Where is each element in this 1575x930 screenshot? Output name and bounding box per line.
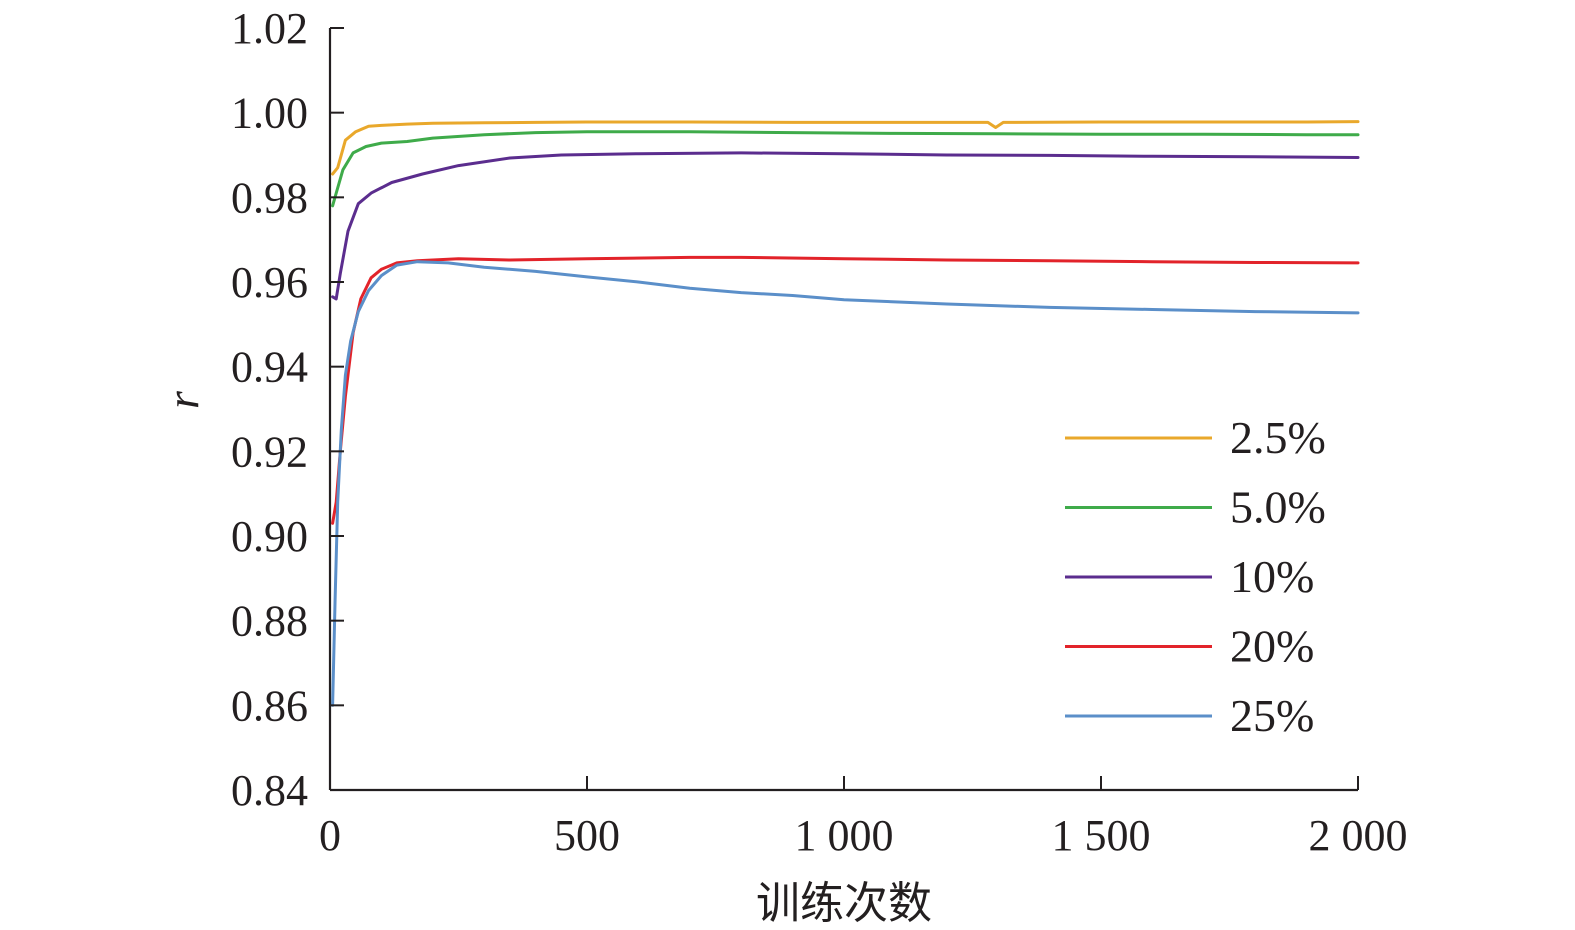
y-tick-label: 0.88: [231, 597, 308, 646]
legend-label: 10%: [1230, 551, 1314, 602]
y-tick-label: 0.90: [231, 512, 308, 561]
series-line-2: [331, 130, 1360, 208]
y-tick-label: 0.92: [231, 427, 308, 476]
x-axis-ticks: 0 500 1 000 1 500 2 000: [319, 776, 1408, 860]
y-axis-ticks: 0.84 0.86 0.88 0.90 0.92 0.94 0.96 0.98 1.00 1.02: [231, 4, 344, 815]
x-tick-label: 1 000: [795, 811, 894, 860]
series-lines: [331, 120, 1360, 707]
series-line-1: [331, 120, 1360, 176]
legend-label: 25%: [1230, 690, 1314, 741]
legend: 2.5% 5.0% 10% 20% 25%: [1065, 412, 1326, 741]
x-tick-label: 1 500: [1052, 811, 1151, 860]
y-tick-label: 0.86: [231, 681, 308, 730]
series-line-4: [331, 255, 1360, 525]
x-axis-title: 训练次数: [756, 879, 932, 928]
series-line-3: [331, 151, 1360, 301]
x-tick-label: 2 000: [1309, 811, 1408, 860]
y-tick-label: 0.96: [231, 258, 308, 307]
legend-label: 2.5%: [1230, 412, 1326, 463]
y-axis-title: r: [157, 390, 208, 409]
x-tick-label: 0: [319, 811, 341, 860]
y-tick-label: 0.94: [231, 343, 308, 392]
y-tick-label: 0.84: [231, 766, 308, 815]
legend-label: 20%: [1230, 621, 1314, 672]
series-line-5: [331, 260, 1360, 707]
x-tick-label: 500: [554, 811, 620, 860]
y-tick-label: 0.98: [231, 173, 308, 222]
y-tick-label: 1.02: [231, 4, 308, 53]
y-tick-label: 1.00: [231, 89, 308, 138]
legend-label: 5.0%: [1230, 482, 1326, 533]
axes: [328, 28, 1358, 792]
